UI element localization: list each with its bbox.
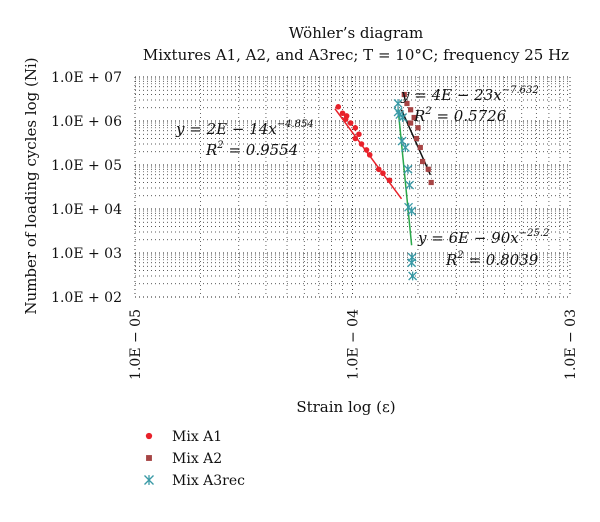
y-tick-label: 1.0E + 03 [51, 246, 122, 262]
data-point [145, 432, 153, 440]
data-point [393, 99, 403, 108]
trend-equation: y = 2E − 14x−4.854 [175, 119, 314, 138]
trend-r-squared: R2 = 0.8039 [445, 250, 539, 269]
data-point [386, 177, 393, 184]
legend-entry: Mix A1 [172, 429, 222, 445]
data-point [415, 125, 421, 131]
data-point [356, 131, 362, 138]
data-point [417, 144, 423, 151]
y-axis-ticks: 1.0E + 02 1.0E + 03 1.0E + 04 1.0E + 05 1.0E… [51, 70, 122, 306]
x-axis-label: Strain log (ε) [296, 398, 395, 416]
data-point [358, 141, 365, 147]
trendline [397, 108, 413, 246]
data-point [408, 271, 418, 281]
data-point [407, 206, 417, 216]
data-point [366, 152, 373, 158]
trend-r-squared: R2 = 0.5726 [413, 106, 507, 125]
x-axis-ticks: 1.0E − 05 1.0E − 04 1.0E − 03 [128, 309, 579, 380]
data-point [375, 166, 382, 173]
data-point [411, 114, 417, 121]
x-tick-label: 1.0E − 03 [563, 309, 579, 380]
data-point [408, 107, 414, 113]
data-point [425, 166, 431, 172]
x-tick-label: 1.0E − 04 [346, 309, 362, 380]
chart-title: Wöhler’s diagram [289, 24, 423, 42]
data-point [342, 116, 349, 122]
trend-equation: y = 4E − 23x−7.632 [400, 85, 539, 104]
data-point [401, 91, 407, 98]
trend-equations: y = 2E − 14x−4.854 R2 = 0.9554 y = 4E − 23… [175, 85, 549, 269]
legend-entry: Mix A2 [172, 451, 222, 467]
data-point [400, 143, 410, 152]
data-point [380, 170, 386, 177]
data-point [408, 120, 414, 126]
data-point [398, 113, 408, 122]
data-point [404, 100, 410, 107]
data-point [403, 164, 413, 174]
data-point [413, 135, 420, 142]
data-point [405, 180, 415, 190]
y-axis-label: Number of loading cycles log (Ni) [22, 57, 40, 314]
legend: Mix A1 Mix A2 Mix A3rec [144, 429, 245, 489]
y-tick-label: 1.0E + 04 [51, 202, 122, 218]
data-points [335, 91, 434, 281]
data-point [144, 475, 154, 485]
y-tick-label: 1.0E + 07 [51, 70, 122, 86]
y-tick-label: 1.0E + 05 [51, 158, 122, 174]
chart-subtitle: Mixtures A1, A2, and A3rec; T = 10°C; fr… [143, 46, 569, 64]
plot-grid [134, 76, 571, 298]
trend-equation: y = 6E − 90x−25.2 [417, 228, 549, 247]
data-point [428, 179, 434, 186]
data-point [407, 258, 417, 268]
data-point [339, 110, 346, 117]
legend-entry: Mix A3rec [172, 473, 245, 489]
data-point [335, 104, 342, 110]
data-point [419, 158, 426, 165]
data-point [146, 455, 152, 461]
x-tick-label: 1.0E − 05 [128, 309, 144, 380]
data-point [352, 135, 359, 142]
data-point [347, 120, 354, 126]
data-point [363, 147, 370, 153]
data-point [352, 125, 359, 131]
y-tick-label: 1.0E + 02 [51, 290, 122, 306]
trend-r-squared: R2 = 0.9554 [205, 140, 298, 159]
y-tick-label: 1.0E + 06 [51, 114, 122, 130]
